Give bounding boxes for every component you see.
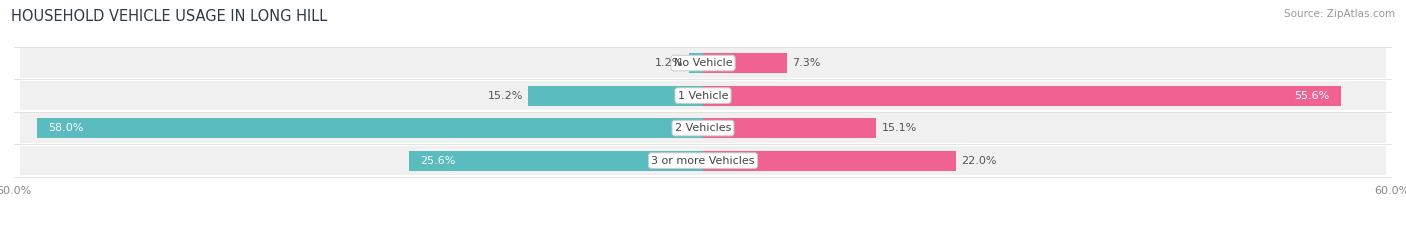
Bar bbox=[703, 86, 1341, 106]
Text: 25.6%: 25.6% bbox=[420, 156, 456, 166]
Text: 15.1%: 15.1% bbox=[882, 123, 917, 133]
Bar bbox=[703, 53, 787, 73]
Text: No Vehicle: No Vehicle bbox=[673, 58, 733, 68]
Text: 3 or more Vehicles: 3 or more Vehicles bbox=[651, 156, 755, 166]
Bar bbox=[20, 113, 1386, 143]
Bar bbox=[20, 146, 1386, 175]
Text: 15.2%: 15.2% bbox=[488, 91, 523, 101]
Text: 1.2%: 1.2% bbox=[655, 58, 683, 68]
Text: HOUSEHOLD VEHICLE USAGE IN LONG HILL: HOUSEHOLD VEHICLE USAGE IN LONG HILL bbox=[11, 9, 328, 24]
Text: 22.0%: 22.0% bbox=[962, 156, 997, 166]
Bar bbox=[689, 53, 703, 73]
Bar bbox=[529, 86, 703, 106]
Bar bbox=[37, 118, 703, 138]
Bar bbox=[703, 151, 956, 171]
Text: 2 Vehicles: 2 Vehicles bbox=[675, 123, 731, 133]
Bar bbox=[703, 118, 876, 138]
Bar bbox=[20, 48, 1386, 78]
Bar bbox=[20, 81, 1386, 110]
Text: 55.6%: 55.6% bbox=[1295, 91, 1330, 101]
Text: 1 Vehicle: 1 Vehicle bbox=[678, 91, 728, 101]
Text: Source: ZipAtlas.com: Source: ZipAtlas.com bbox=[1284, 9, 1395, 19]
Text: 7.3%: 7.3% bbox=[793, 58, 821, 68]
Bar bbox=[409, 151, 703, 171]
Text: 58.0%: 58.0% bbox=[48, 123, 84, 133]
